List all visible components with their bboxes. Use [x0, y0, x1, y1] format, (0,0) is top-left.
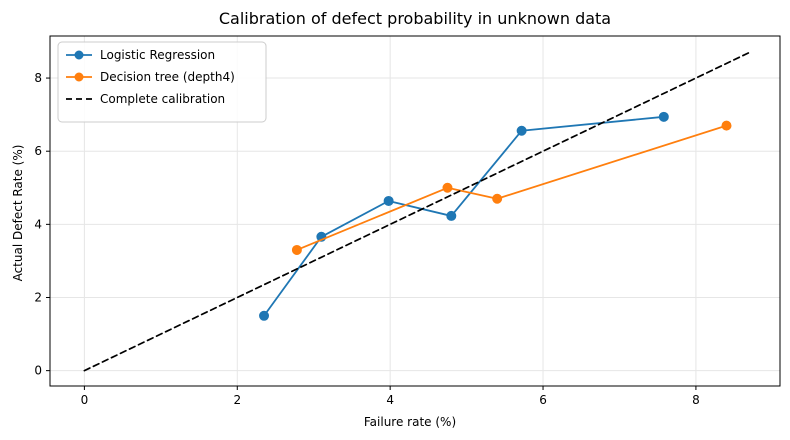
legend-label-decision-tree-depth4: Decision tree (depth4): [100, 70, 235, 84]
data-point-decision-tree-depth4: [291, 244, 302, 255]
y-tick-label: 6: [34, 144, 42, 158]
x-tick-label: 6: [539, 393, 547, 407]
series-line-complete-calibration: [83, 51, 751, 372]
data-point-logistic-regression: [259, 310, 270, 321]
legend-marker-decision-tree-depth4: [74, 72, 84, 82]
series-line-decision-tree-depth4: [296, 124, 728, 251]
data-point-decision-tree-depth4: [721, 120, 732, 131]
y-tick-label: 2: [34, 290, 42, 304]
axes-layer: 0 2 4 6 8 0 2 4 6 8: [34, 35, 781, 407]
legend-label-complete-calibration: Complete calibration: [100, 92, 225, 106]
x-tick-label: 0: [81, 393, 89, 407]
x-tick-label: 2: [233, 393, 241, 407]
data-point-logistic-regression: [658, 111, 669, 122]
series-logistic-regression: [259, 111, 669, 321]
y-axis-label: Actual Defect Rate (%): [11, 145, 25, 282]
chart-title: Calibration of defect probability in unk…: [219, 9, 611, 28]
x-axis-label: Failure rate (%): [364, 415, 456, 429]
data-point-logistic-regression: [516, 125, 527, 136]
series-line-logistic-regression: [263, 115, 665, 317]
data-point-logistic-regression: [383, 195, 394, 206]
data-point-decision-tree-depth4: [442, 182, 453, 193]
y-tick-label: 8: [34, 71, 42, 85]
legend-marker-logistic-regression: [74, 50, 84, 60]
plot-frame: [49, 35, 781, 387]
series-layer: [83, 51, 751, 372]
legend-box: [57, 41, 267, 123]
legend-layer: Logistic Regression Decision tree (depth4…: [57, 41, 267, 123]
x-tick-label: 4: [386, 393, 394, 407]
x-tick-label: 8: [692, 393, 700, 407]
data-point-logistic-regression: [446, 210, 457, 221]
data-point-decision-tree-depth4: [492, 193, 503, 204]
y-tick-label: 0: [34, 364, 42, 378]
series-complete-calibration: [83, 51, 751, 372]
series-decision-tree-depth4: [291, 120, 732, 255]
legend-label-logistic-regression: Logistic Regression: [100, 48, 215, 62]
y-tick-label: 4: [34, 217, 42, 231]
